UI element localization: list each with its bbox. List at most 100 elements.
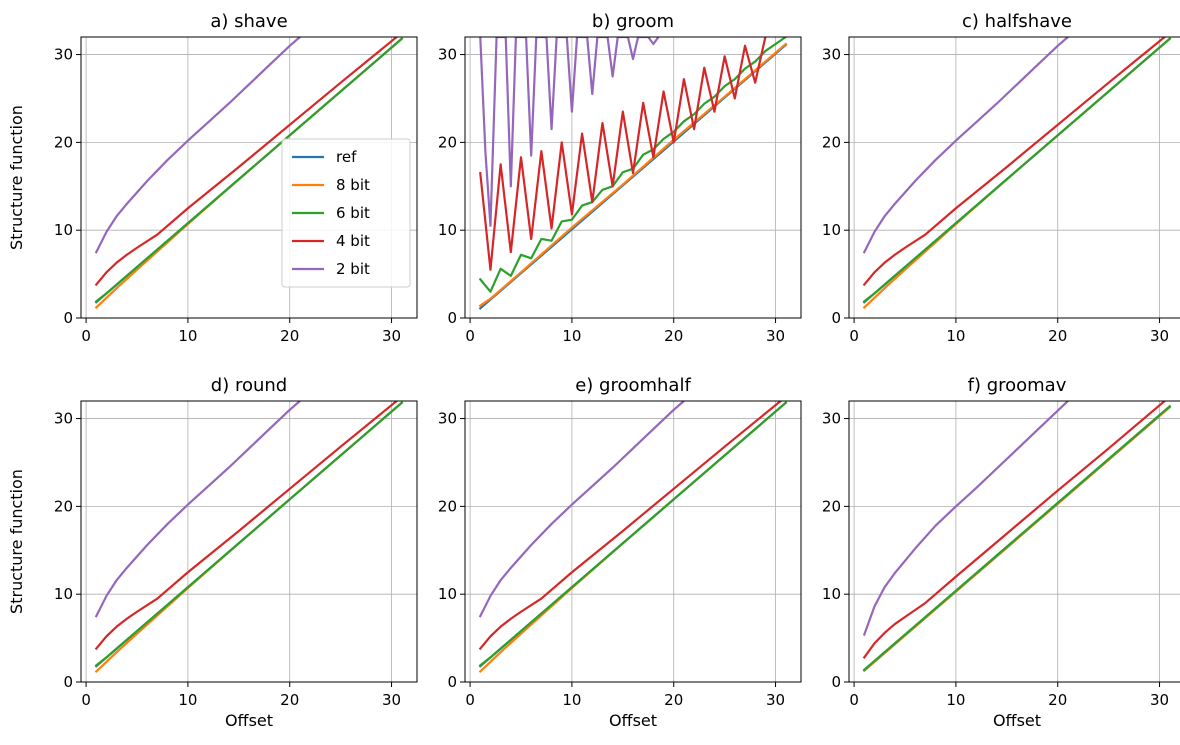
y-tick-label: 0 — [447, 673, 457, 691]
y-tick-label: 0 — [831, 673, 841, 691]
panel-b-groom: 0 10 20 30 0 10 20 30 b) groom — [438, 11, 802, 345]
x-tick-label: 10 — [562, 327, 581, 345]
series-line-2-bit — [479, 37, 660, 227]
axes-frame — [80, 400, 418, 683]
y-tick-label: 0 — [447, 309, 457, 327]
series-line-6-bit — [862, 404, 1172, 672]
x-tick-label: 0 — [465, 327, 475, 345]
x-tick-label: 0 — [81, 691, 91, 709]
x-tick-label: 10 — [562, 691, 581, 709]
series-line-6-bit — [94, 401, 404, 667]
axes-frame — [848, 400, 1180, 683]
axes-frame — [80, 36, 418, 319]
series-group — [94, 401, 404, 674]
series-line-4-bit — [94, 401, 399, 651]
series-group — [478, 37, 788, 310]
panel-title: a) shave — [210, 11, 287, 32]
x-tick-label: 0 — [81, 327, 91, 345]
panel-e-groomhalf: 0 10 20 30 0 10 20 30 e) groomhalf Offset — [438, 375, 802, 730]
x-axis-label: Offset — [225, 711, 273, 730]
series-line-4-bit — [862, 37, 1167, 287]
y-axis-label: Structure function — [7, 469, 26, 614]
y-tick-label: 30 — [438, 46, 457, 64]
x-axis-label: Offset — [993, 711, 1041, 730]
y-tick-label: 20 — [438, 497, 457, 515]
x-tick-label: 30 — [766, 327, 785, 345]
panel-c-halfshave: 0 10 20 30 0 10 20 30 c) halfshave — [822, 11, 1180, 345]
y-tick-label: 10 — [822, 585, 841, 603]
series-line-4-bit — [479, 37, 767, 271]
panel-a-shave: 0 10 20 30 0 10 20 30 a) shave Structure function… — [7, 11, 418, 345]
panel-title: b) groom — [592, 11, 674, 32]
y-tick-label: 30 — [54, 46, 73, 64]
y-tick-label: 20 — [54, 497, 73, 515]
panel-f-groomav: 0 10 20 30 0 10 20 30 f) groomav Offset — [822, 375, 1180, 730]
panel-title: f) groomav — [968, 375, 1067, 396]
series-group — [862, 37, 1172, 310]
y-tick-label: 10 — [54, 585, 73, 603]
y-axis-label: Structure function — [7, 105, 26, 250]
series-line-8-bit — [478, 42, 788, 308]
x-tick-label: 0 — [849, 327, 859, 345]
x-tick-label: 20 — [664, 691, 683, 709]
x-tick-label: 10 — [178, 691, 197, 709]
series-line-6-bit — [94, 37, 404, 303]
y-tick-label: 0 — [63, 673, 73, 691]
y-tick-label: 30 — [822, 410, 841, 428]
series-line-2-bit — [862, 401, 1070, 636]
x-tick-label: 10 — [946, 327, 965, 345]
series-group — [478, 401, 788, 674]
x-tick-label: 10 — [946, 691, 965, 709]
legend-label-ref: ref — [336, 148, 357, 166]
series-group — [94, 37, 404, 310]
legend-label-4-bit: 4 bit — [336, 232, 370, 250]
x-tick-label: 30 — [382, 327, 401, 345]
x-tick-label: 30 — [1150, 327, 1169, 345]
legend: ref 8 bit 6 bit 4 bit 2 bit — [281, 138, 411, 288]
x-tick-label: 20 — [664, 327, 683, 345]
y-tick-label: 20 — [438, 133, 457, 151]
y-tick-label: 30 — [54, 410, 73, 428]
series-line-2-bit — [94, 37, 302, 254]
panel-title: c) halfshave — [962, 11, 1072, 32]
x-tick-label: 20 — [1048, 691, 1067, 709]
y-tick-label: 30 — [822, 46, 841, 64]
x-tick-label: 20 — [280, 691, 299, 709]
x-tick-label: 30 — [1150, 691, 1169, 709]
y-tick-label: 20 — [54, 133, 73, 151]
x-tick-label: 30 — [382, 691, 401, 709]
series-group — [862, 401, 1172, 673]
y-tick-label: 20 — [822, 497, 841, 515]
y-tick-label: 0 — [63, 309, 73, 327]
axes-frame — [464, 400, 802, 683]
series-line-2-bit — [478, 401, 686, 618]
x-tick-label: 20 — [1048, 327, 1067, 345]
legend-label-6-bit: 6 bit — [336, 204, 370, 222]
series-line-4-bit — [478, 401, 783, 651]
x-tick-label: 30 — [766, 691, 785, 709]
legend-box — [281, 138, 411, 288]
panel-d-round: 0 10 20 30 0 10 20 30 d) round Offset Structure fu… — [7, 375, 418, 730]
y-tick-label: 10 — [438, 221, 457, 239]
y-tick-label: 10 — [54, 221, 73, 239]
x-tick-label: 20 — [280, 327, 299, 345]
y-tick-label: 10 — [822, 221, 841, 239]
series-line-2-bit — [862, 37, 1070, 254]
x-tick-label: 0 — [849, 691, 859, 709]
x-tick-label: 10 — [178, 327, 197, 345]
axes-frame — [848, 36, 1180, 319]
series-line-4-bit — [862, 401, 1167, 659]
x-axis-label: Offset — [609, 711, 657, 730]
legend-label-8-bit: 8 bit — [336, 176, 370, 194]
y-tick-label: 30 — [438, 410, 457, 428]
series-line-6-bit — [478, 401, 788, 667]
panel-title: d) round — [211, 375, 287, 396]
x-tick-label: 0 — [465, 691, 475, 709]
axes-frame — [464, 36, 802, 319]
series-line-6-bit — [862, 37, 1172, 303]
y-tick-label: 20 — [822, 133, 841, 151]
panel-title: e) groomhalf — [575, 375, 691, 396]
legend-label-2-bit: 2 bit — [336, 260, 370, 278]
y-tick-label: 10 — [438, 585, 457, 603]
